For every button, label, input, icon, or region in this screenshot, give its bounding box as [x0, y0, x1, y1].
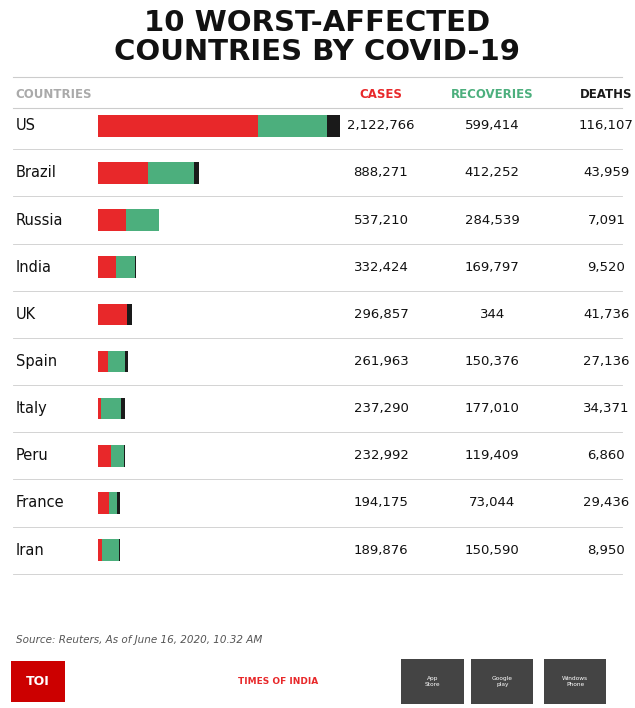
- Text: 296,857: 296,857: [354, 308, 408, 321]
- Bar: [98, 162, 147, 183]
- Text: Brazil: Brazil: [16, 166, 57, 181]
- Bar: [126, 210, 159, 231]
- Bar: [401, 659, 464, 704]
- Bar: [110, 445, 124, 467]
- Bar: [471, 659, 533, 704]
- Text: FOR MORE  INFOGRAPHICS DOWNLOAD: FOR MORE INFOGRAPHICS DOWNLOAD: [76, 677, 279, 686]
- Text: 412,252: 412,252: [465, 166, 519, 179]
- Text: Google
play: Google play: [491, 676, 513, 687]
- Bar: [11, 661, 65, 702]
- Text: 27,136: 27,136: [583, 355, 630, 368]
- Text: Iran: Iran: [16, 542, 44, 558]
- Text: App
Store: App Store: [425, 676, 440, 687]
- Text: 8,950: 8,950: [587, 544, 625, 556]
- Text: 2,122,766: 2,122,766: [347, 119, 415, 132]
- Text: Russia: Russia: [16, 212, 64, 227]
- Text: TOI: TOI: [26, 675, 50, 688]
- Text: TIMES OF INDIA: TIMES OF INDIA: [238, 677, 318, 686]
- Bar: [102, 539, 119, 561]
- Bar: [98, 398, 102, 419]
- Bar: [98, 304, 128, 325]
- Bar: [109, 492, 117, 514]
- Text: 150,590: 150,590: [465, 544, 519, 556]
- Text: 344: 344: [479, 308, 505, 321]
- Text: 237,290: 237,290: [354, 402, 408, 415]
- Text: Windows
Phone: Windows Phone: [562, 676, 589, 687]
- Text: 73,044: 73,044: [469, 496, 515, 510]
- Text: 119,409: 119,409: [465, 450, 519, 462]
- Text: US: US: [16, 118, 36, 133]
- Bar: [116, 256, 135, 278]
- Bar: [119, 539, 120, 561]
- Text: 888,271: 888,271: [354, 166, 408, 179]
- Bar: [128, 304, 132, 325]
- Bar: [544, 659, 606, 704]
- Bar: [98, 492, 109, 514]
- Bar: [98, 210, 126, 231]
- Text: RECOVERIES: RECOVERIES: [451, 88, 533, 101]
- Text: 169,797: 169,797: [465, 261, 519, 274]
- Bar: [326, 115, 340, 137]
- Text: 177,010: 177,010: [465, 402, 519, 415]
- Bar: [98, 115, 258, 137]
- Text: Italy: Italy: [16, 401, 48, 416]
- Bar: [98, 539, 102, 561]
- Text: 6,860: 6,860: [587, 450, 625, 462]
- Text: 34,371: 34,371: [583, 402, 630, 415]
- Text: COUNTRIES BY COVID-19: COUNTRIES BY COVID-19: [114, 38, 521, 67]
- Bar: [98, 256, 116, 278]
- Text: UK: UK: [16, 307, 36, 322]
- Bar: [121, 398, 125, 419]
- Text: 7,091: 7,091: [587, 214, 625, 227]
- Text: APP: APP: [324, 677, 347, 686]
- Bar: [102, 398, 121, 419]
- Text: 29,436: 29,436: [584, 496, 629, 510]
- Bar: [147, 162, 194, 183]
- Bar: [124, 445, 125, 467]
- Bar: [194, 162, 199, 183]
- Text: Peru: Peru: [16, 448, 49, 463]
- Text: 332,424: 332,424: [354, 261, 408, 274]
- Text: 43,959: 43,959: [584, 166, 629, 179]
- Text: 189,876: 189,876: [354, 544, 408, 556]
- Bar: [98, 445, 110, 467]
- Text: 261,963: 261,963: [354, 355, 408, 368]
- Text: Spain: Spain: [16, 354, 57, 369]
- Text: 9,520: 9,520: [587, 261, 625, 274]
- Bar: [108, 350, 125, 372]
- Text: CASES: CASES: [359, 88, 403, 101]
- Text: 599,414: 599,414: [465, 119, 519, 132]
- Text: 10 WORST-AFFECTED: 10 WORST-AFFECTED: [144, 9, 491, 37]
- Text: Source: Reuters, As of June 16, 2020, 10.32 AM: Source: Reuters, As of June 16, 2020, 10…: [16, 636, 262, 646]
- Text: DEATHS: DEATHS: [580, 88, 632, 101]
- Text: France: France: [16, 496, 65, 510]
- Text: 232,992: 232,992: [354, 450, 408, 462]
- Text: 116,107: 116,107: [579, 119, 634, 132]
- Text: 150,376: 150,376: [465, 355, 519, 368]
- Text: 537,210: 537,210: [354, 214, 408, 227]
- Text: COUNTRIES: COUNTRIES: [16, 88, 92, 101]
- Bar: [258, 115, 326, 137]
- Bar: [98, 350, 108, 372]
- Bar: [135, 256, 137, 278]
- Text: 284,539: 284,539: [465, 214, 519, 227]
- Bar: [117, 492, 121, 514]
- Text: 194,175: 194,175: [354, 496, 408, 510]
- Text: India: India: [16, 260, 52, 275]
- Text: 41,736: 41,736: [583, 308, 630, 321]
- Bar: [125, 350, 128, 372]
